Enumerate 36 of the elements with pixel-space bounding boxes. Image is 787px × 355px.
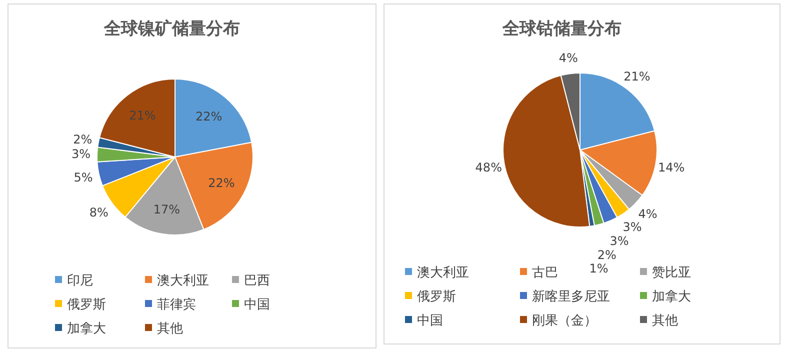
legend-label: 赞比亚 — [652, 266, 691, 281]
legend-label: 加拿大 — [652, 290, 691, 305]
data-label: 4% — [638, 206, 658, 221]
data-label: 3% — [610, 234, 629, 248]
data-label: 4% — [558, 50, 578, 65]
legend-label: 澳大利亚 — [417, 266, 469, 281]
data-label: 2% — [73, 132, 92, 147]
legend-label: 中国 — [417, 314, 443, 329]
data-label: 21% — [129, 108, 156, 122]
legend-label: 新喀里多尼亚 — [532, 290, 610, 305]
chart-title: 全球钴储量分布 — [502, 19, 622, 39]
legend-label: 古巴 — [532, 266, 558, 281]
legend-label: 菲律宾 — [157, 296, 196, 313]
data-label: 3% — [622, 220, 642, 234]
data-label: 22% — [208, 176, 235, 190]
legend-label: 中国 — [244, 298, 270, 313]
legend-label: 其他 — [157, 322, 183, 337]
data-label: 22% — [195, 109, 222, 124]
legend-label: 印尼 — [67, 274, 93, 289]
legend-label: 俄罗斯 — [417, 290, 456, 305]
data-label: 3% — [72, 147, 91, 162]
data-label: 1% — [589, 262, 608, 276]
legend-label: 刚果（金） — [532, 314, 597, 329]
legend-label: 其他 — [652, 314, 678, 329]
legend-label: 加拿大 — [67, 322, 106, 337]
data-label: 48% — [475, 160, 502, 175]
data-label: 5% — [74, 170, 93, 185]
data-label: 17% — [153, 202, 180, 217]
legend-label: 俄罗斯 — [67, 298, 106, 313]
data-label: 14% — [658, 160, 685, 175]
legend-label: 澳大利亚 — [157, 274, 209, 289]
data-label: 21% — [624, 70, 650, 84]
legend-label: 巴西 — [244, 274, 270, 289]
data-label: 8% — [89, 205, 108, 220]
chart-title: 全球镍矿储量分布 — [103, 19, 240, 39]
data-label: 2% — [597, 248, 616, 262]
